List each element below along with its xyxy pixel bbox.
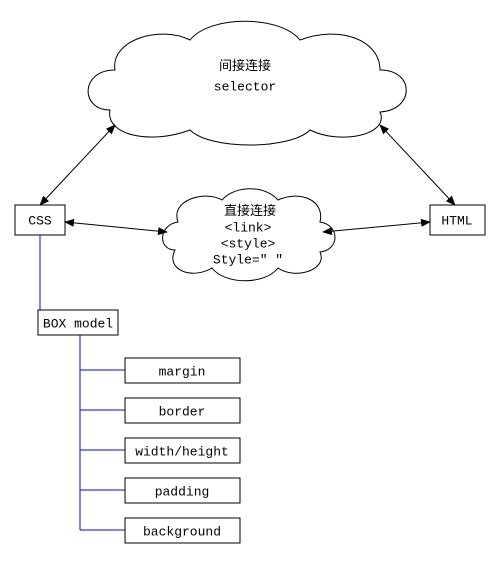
cloud-direct-line1: 直接连接 (224, 203, 276, 218)
node-html: HTML (430, 205, 485, 235)
cloud-indirect-line1: 间接连接 (219, 58, 271, 73)
cloud-indirect-line2: selector (214, 79, 276, 94)
node-border-label: border (159, 404, 206, 419)
node-boxmodel-label: BOX model (43, 316, 113, 331)
node-padding-label: padding (155, 484, 210, 499)
cloud-direct: 直接连接 <link> <style> Style=" " (163, 189, 335, 281)
arrow-css-midcloud (65, 222, 167, 232)
tree-structure: BOX model margin border width/height pad… (38, 235, 240, 543)
node-html-label: HTML (441, 213, 472, 228)
node-css-label: CSS (28, 213, 52, 228)
arrow-html-midcloud (323, 222, 430, 232)
arrow-css-topcloud (40, 125, 115, 205)
cloud-indirect: 间接连接 selector (88, 21, 406, 145)
cloud-direct-line2: <link> (225, 220, 272, 235)
node-background-label: background (143, 524, 221, 539)
node-css: CSS (15, 205, 65, 235)
cloud-direct-line4: Style=" " (213, 252, 283, 267)
diagram-canvas: 间接连接 selector 直接连接 <link> <style> Style=… (0, 0, 500, 571)
cloud-direct-line3: <style> (221, 236, 276, 251)
arrow-html-topcloud (380, 125, 455, 205)
node-wh-label: width/height (135, 444, 229, 459)
node-margin-label: margin (159, 364, 206, 379)
